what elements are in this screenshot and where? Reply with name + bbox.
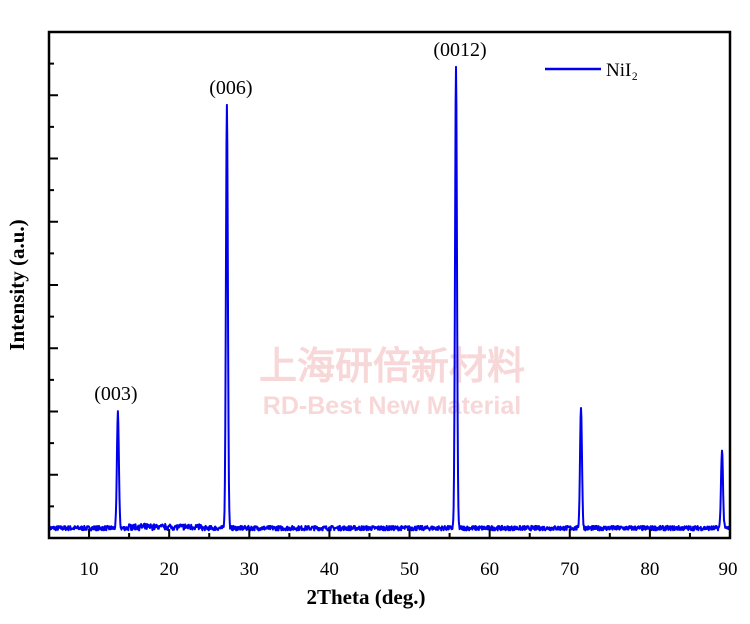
x-tick-label: 60	[480, 559, 499, 580]
x-axis-label: 2Theta (deg.)	[307, 585, 426, 609]
series-line-nii2	[48, 65, 731, 532]
y-axis-ticks	[49, 62, 58, 508]
x-tick-label: 30	[240, 559, 259, 580]
y-axis-label: Intensity (a.u.)	[5, 219, 29, 350]
peak-label: (006)	[209, 77, 252, 99]
x-tick-label: 10	[80, 559, 99, 580]
x-tick-label: 80	[640, 559, 659, 580]
legend: NiI₂	[545, 60, 638, 81]
x-axis-ticks	[48, 529, 731, 538]
plot-frame	[47, 30, 732, 540]
peak-annotations: (003) (006) (0012)	[94, 39, 486, 405]
peak-label: (0012)	[433, 39, 486, 61]
x-tick-label: 50	[400, 559, 419, 580]
watermark: 上海研倍新材料 RD-Best New Material	[259, 344, 525, 420]
x-tick-label: 90	[719, 559, 738, 580]
x-tick-label: 20	[160, 559, 179, 580]
x-tick-label: 70	[560, 559, 579, 580]
peak-label: (003)	[94, 383, 137, 405]
legend-label: NiI₂	[606, 60, 638, 81]
watermark-english: RD-Best New Material	[263, 392, 521, 420]
x-tick-label: 40	[320, 559, 339, 580]
x-axis-tick-labels: 10 20 30 40 50 60 70 80 90	[80, 559, 738, 580]
watermark-chinese: 上海研倍新材料	[259, 344, 525, 388]
